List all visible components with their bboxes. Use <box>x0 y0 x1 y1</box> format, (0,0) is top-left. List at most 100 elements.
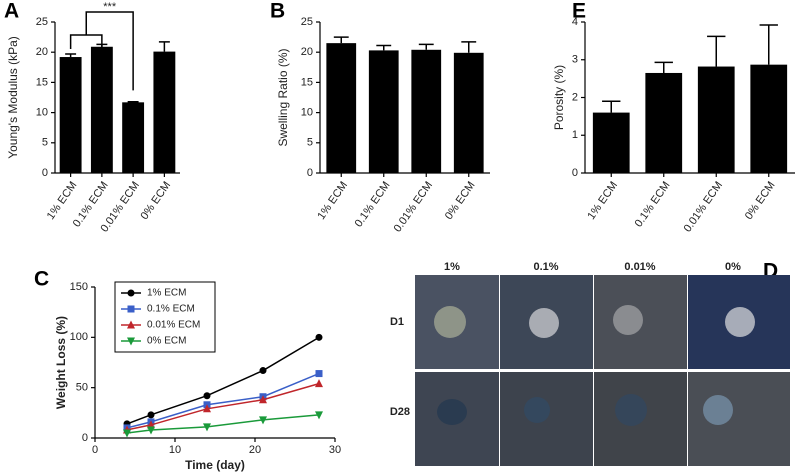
x-tick-label: 0% ECM <box>743 180 778 222</box>
y-tick-label: 100 <box>70 331 88 343</box>
error-bar <box>376 44 392 51</box>
row-label: D1 <box>390 316 404 328</box>
x-tick-label: 0% ECM <box>443 180 478 222</box>
legend-label: 0% ECM <box>147 336 186 347</box>
marker <box>123 429 131 438</box>
y-tick-label: 0 <box>307 167 313 179</box>
x-tick-label: 0 <box>92 444 98 456</box>
y-tick-label: 0 <box>82 432 88 444</box>
y-tick-label: 50 <box>76 382 88 394</box>
y-tick-label: 10 <box>301 107 313 119</box>
marker <box>127 320 135 329</box>
bar <box>411 49 442 174</box>
series-line <box>126 372 320 429</box>
bar <box>750 64 788 173</box>
x-tick-label: 10 <box>169 444 181 456</box>
photo <box>688 372 790 466</box>
y-tick-label: 10 <box>36 107 48 119</box>
gel-sample <box>725 307 755 337</box>
column-label: 0% <box>725 261 741 273</box>
bar <box>59 57 82 174</box>
bar <box>90 46 113 173</box>
y-tick-label: 1 <box>572 129 578 141</box>
gel-sample <box>437 399 467 425</box>
marker <box>127 305 135 313</box>
gel-sample <box>529 308 559 338</box>
y-tick-label: 5 <box>307 137 313 149</box>
gel-sample <box>703 395 733 425</box>
y-tick-label: 3 <box>572 54 578 66</box>
marker <box>203 423 211 432</box>
x-tick-label: 0% ECM <box>138 180 173 222</box>
marker <box>315 411 323 420</box>
y-tick-label: 15 <box>301 76 313 88</box>
bar <box>592 112 630 173</box>
bar <box>326 43 357 173</box>
bar <box>368 50 399 173</box>
column-label: 0.01% <box>624 261 655 273</box>
x-tick-label: 1% ECM <box>315 180 350 222</box>
x-tick-label: 1% ECM <box>45 180 80 222</box>
gel-sample <box>434 306 466 338</box>
marker <box>259 416 267 425</box>
significance-label: *** <box>103 1 117 13</box>
marker <box>259 367 267 375</box>
marker <box>203 404 211 413</box>
marker <box>315 333 323 341</box>
error-bar <box>65 53 77 58</box>
marker <box>315 370 323 378</box>
y-axis-title: Swelling Ratio (%) <box>276 48 290 146</box>
x-tick-label: 20 <box>249 444 261 456</box>
y-axis-title: Weight Loss (%) <box>54 316 68 409</box>
significance-bracket <box>85 11 134 91</box>
x-tick-label: 1% ECM <box>585 180 620 222</box>
y-tick-label: 150 <box>70 281 88 293</box>
x-axis-title: Time (day) <box>185 458 245 472</box>
marker <box>147 426 155 435</box>
y-axis-title: Porosity (%) <box>552 65 566 130</box>
x-tick-label: 30 <box>329 444 341 456</box>
error-bar <box>127 100 139 103</box>
y-tick-label: 25 <box>36 16 48 28</box>
marker <box>147 411 155 419</box>
error-bar <box>333 36 349 44</box>
y-tick-label: 25 <box>301 16 313 28</box>
y-tick-label: 15 <box>36 76 48 88</box>
y-tick-label: 0 <box>572 167 578 179</box>
y-tick-label: 2 <box>572 91 578 103</box>
error-bar <box>602 100 621 113</box>
y-tick-label: 20 <box>36 46 48 58</box>
bar <box>453 52 484 173</box>
error-bar <box>759 24 778 65</box>
marker <box>315 379 323 388</box>
legend-label: 0.1% ECM <box>147 304 195 315</box>
y-axis-title: Young's Modulus (kPa) <box>6 36 20 159</box>
x-tick-label: 0.01% ECM <box>682 180 726 235</box>
error-bar <box>158 41 170 52</box>
gel-sample <box>524 397 550 423</box>
marker <box>127 337 135 346</box>
legend-label: 0.01% ECM <box>147 320 200 331</box>
gel-sample <box>613 305 643 335</box>
column-label: 1% <box>444 261 460 273</box>
x-tick-label: 0.1% ECM <box>353 180 393 230</box>
series-line <box>126 382 320 431</box>
marker <box>259 395 267 404</box>
photo <box>500 372 593 466</box>
bar <box>645 72 683 173</box>
panel-letter: E <box>572 0 586 23</box>
marker <box>147 420 155 429</box>
legend-label: 1% ECM <box>147 288 186 299</box>
error-bar <box>461 41 477 53</box>
bar <box>697 66 735 173</box>
marker <box>127 289 135 297</box>
column-label: 0.1% <box>533 261 558 273</box>
marker <box>203 392 211 400</box>
panel-letter: A <box>4 0 19 23</box>
image-panel: D 1% 0.1% 0.01% 0% D1 D28 <box>390 260 790 466</box>
error-bar <box>707 35 726 67</box>
gel-sample <box>615 394 647 426</box>
x-tick-label: 0.01% ECM <box>392 180 436 235</box>
y-tick-label: 0 <box>42 167 48 179</box>
